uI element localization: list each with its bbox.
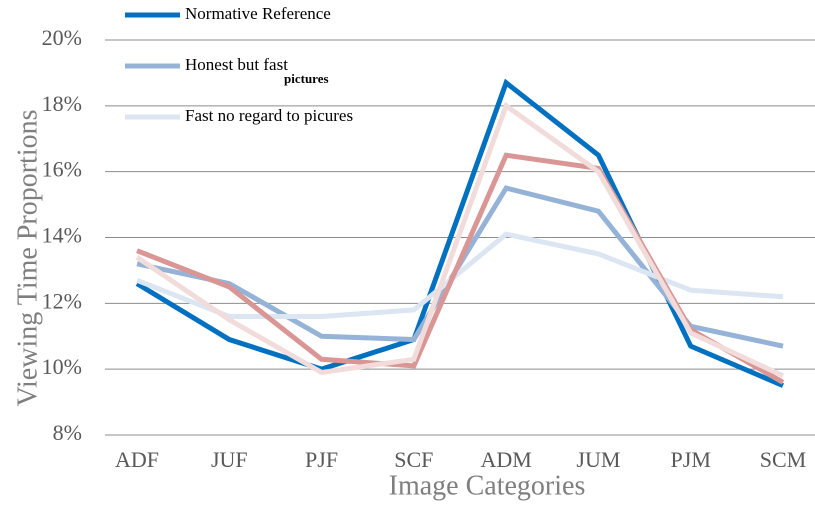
series-line <box>135 78 784 388</box>
y-tick-label: 20% <box>42 25 82 50</box>
x-axis-title: Image Categories <box>389 470 586 501</box>
y-tick-label: 8% <box>53 420 82 445</box>
legend-label: Honest but fast <box>185 55 288 74</box>
x-tick-label: SCF <box>394 447 433 472</box>
legend-label: Fast no regard to picures <box>185 106 353 125</box>
x-tick-label: ADM <box>480 447 531 472</box>
x-tick-label: JUF <box>211 447 248 472</box>
y-tick-label: 18% <box>42 91 82 116</box>
y-tick-label: 10% <box>42 354 82 379</box>
x-tick-label: JUM <box>576 447 620 472</box>
y-tick-label: 16% <box>42 157 82 182</box>
x-tick-label: PJF <box>305 447 338 472</box>
y-tick-label: 12% <box>42 288 82 313</box>
series-line <box>136 152 785 385</box>
y-tick-label: 14% <box>42 223 82 248</box>
series-line <box>135 101 785 379</box>
legend-label: Normative Reference <box>185 4 331 23</box>
x-tick-label: SCM <box>760 447 806 472</box>
x-tick-label: PJM <box>671 447 711 472</box>
x-tick-label: ADF <box>115 447 159 472</box>
series-line <box>136 231 784 319</box>
annotation: pictures <box>284 71 329 86</box>
y-axis-title: Viewing Time Proportions <box>12 109 43 406</box>
